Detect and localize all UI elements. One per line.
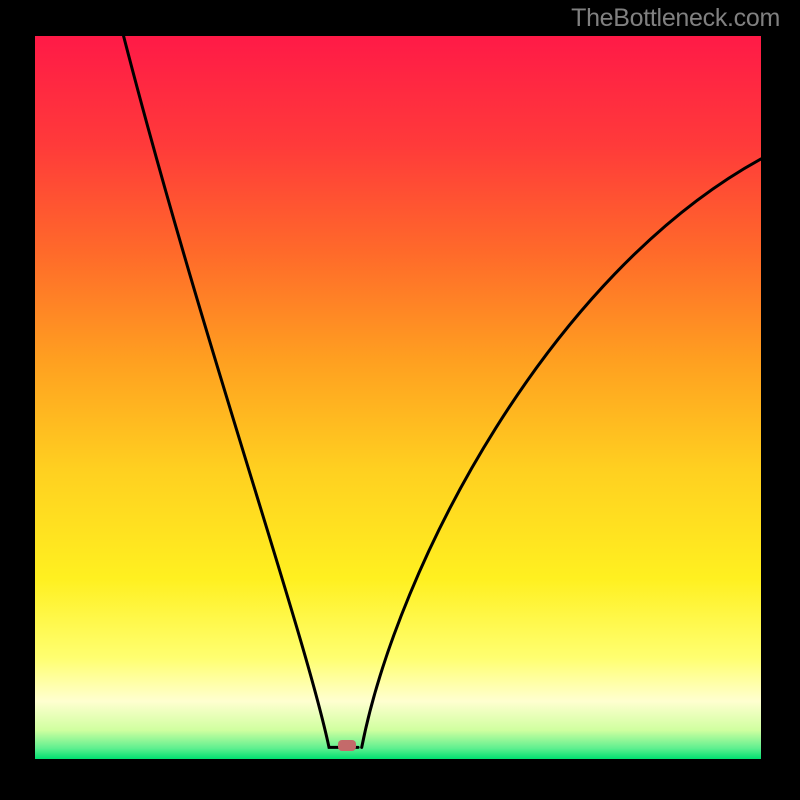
curve-svg	[35, 36, 761, 759]
vertex-marker	[338, 740, 356, 751]
plot-area	[35, 36, 761, 759]
watermark-text: TheBottleneck.com	[571, 4, 780, 33]
chart-container: TheBottleneck.com	[0, 0, 800, 800]
v-curve	[124, 36, 761, 747]
